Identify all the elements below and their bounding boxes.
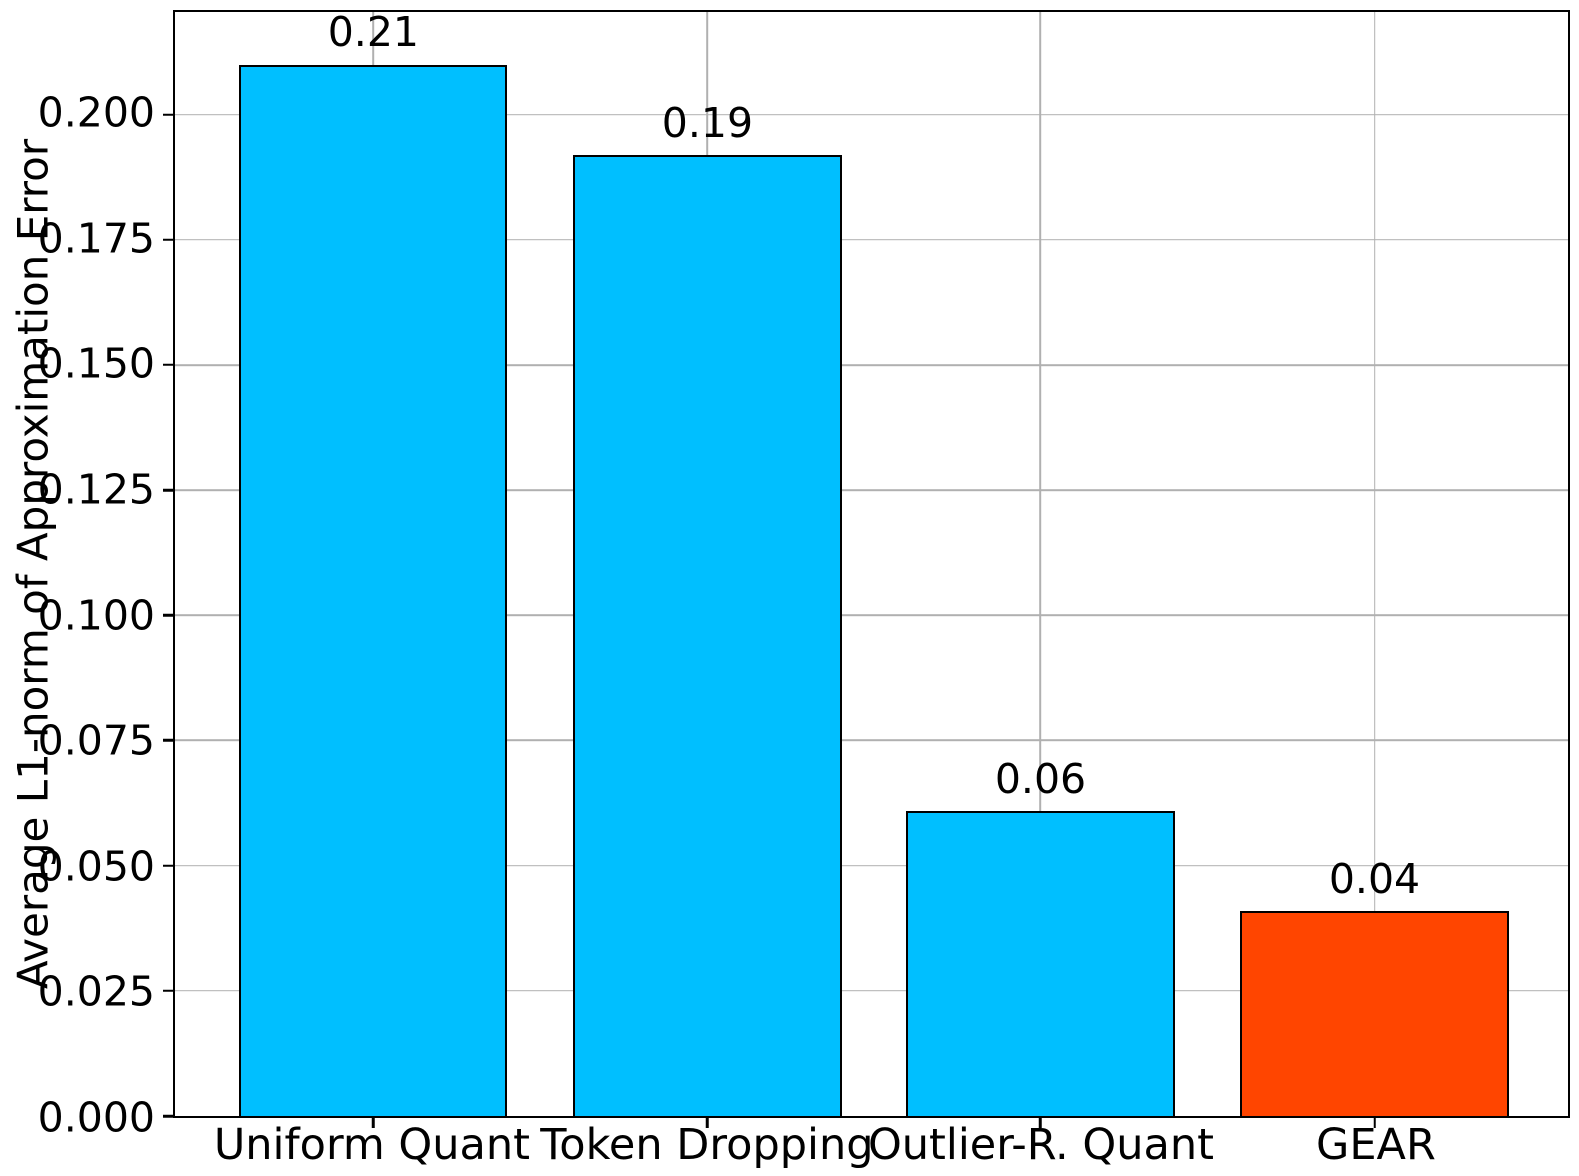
y-tick-mark xyxy=(163,363,173,367)
x-tick-label: Outlier-R. Quant xyxy=(867,1120,1214,1170)
y-tick-mark xyxy=(163,1114,173,1118)
bar-value-label: 0.19 xyxy=(661,98,754,147)
x-tick-label: GEAR xyxy=(1316,1120,1436,1170)
gridline-h xyxy=(175,739,1568,742)
gridline-h xyxy=(175,990,1568,992)
gridline-v xyxy=(1039,12,1042,1116)
x-tick-label: Token Dropping xyxy=(540,1120,874,1170)
x-tick-mark xyxy=(1373,1118,1376,1128)
bar xyxy=(906,810,1175,1116)
y-tick-mark xyxy=(163,238,173,242)
plot-area: 0.21 0.19 0.06 0.04 xyxy=(163,8,1570,1128)
y-tick-label: 0.175 xyxy=(37,214,155,263)
y-tick-label: 0.125 xyxy=(37,465,155,514)
gridline-h xyxy=(175,864,1568,867)
y-tick-label: 0.075 xyxy=(37,716,155,765)
bar xyxy=(239,64,508,1116)
bar xyxy=(573,154,842,1116)
y-tick-mark xyxy=(163,989,173,993)
y-tick-label: 0.025 xyxy=(37,967,155,1016)
x-tick-mark xyxy=(706,1118,709,1128)
gridline-h xyxy=(175,364,1568,366)
gridline-h xyxy=(175,239,1568,241)
x-tick-label: Uniform Quant xyxy=(213,1120,531,1170)
x-tick-mark xyxy=(372,1118,375,1128)
x-tick-mark xyxy=(1039,1118,1042,1128)
y-tick-label: 0.200 xyxy=(37,88,155,137)
bar-value-label: 0.04 xyxy=(1328,854,1421,903)
y-tick-label: 0.050 xyxy=(37,842,155,891)
y-tick-label: 0.000 xyxy=(37,1093,155,1142)
bar xyxy=(1240,910,1509,1116)
bar-value-label: 0.06 xyxy=(994,754,1087,803)
x-tick-labels: Uniform Quant Token Dropping Outlier-R. Qu… xyxy=(173,1124,1570,1174)
y-tick-mark xyxy=(163,488,173,492)
y-tick-mark xyxy=(163,739,173,742)
y-tick-mark xyxy=(163,113,173,116)
bar-value-label: 0.21 xyxy=(327,8,420,57)
y-tick-mark xyxy=(163,614,173,617)
gridline-h xyxy=(175,614,1568,617)
y-tick-labels: 0.000 0.025 0.050 0.075 0.100 0.125 0.150 0.175… xyxy=(0,10,155,1138)
gridline-h xyxy=(175,489,1568,491)
y-tick-mark xyxy=(163,864,173,867)
y-tick-label: 0.150 xyxy=(37,339,155,388)
gridline-h xyxy=(175,113,1568,116)
gridline-v xyxy=(1373,12,1376,1116)
y-tick-label: 0.100 xyxy=(37,591,155,639)
